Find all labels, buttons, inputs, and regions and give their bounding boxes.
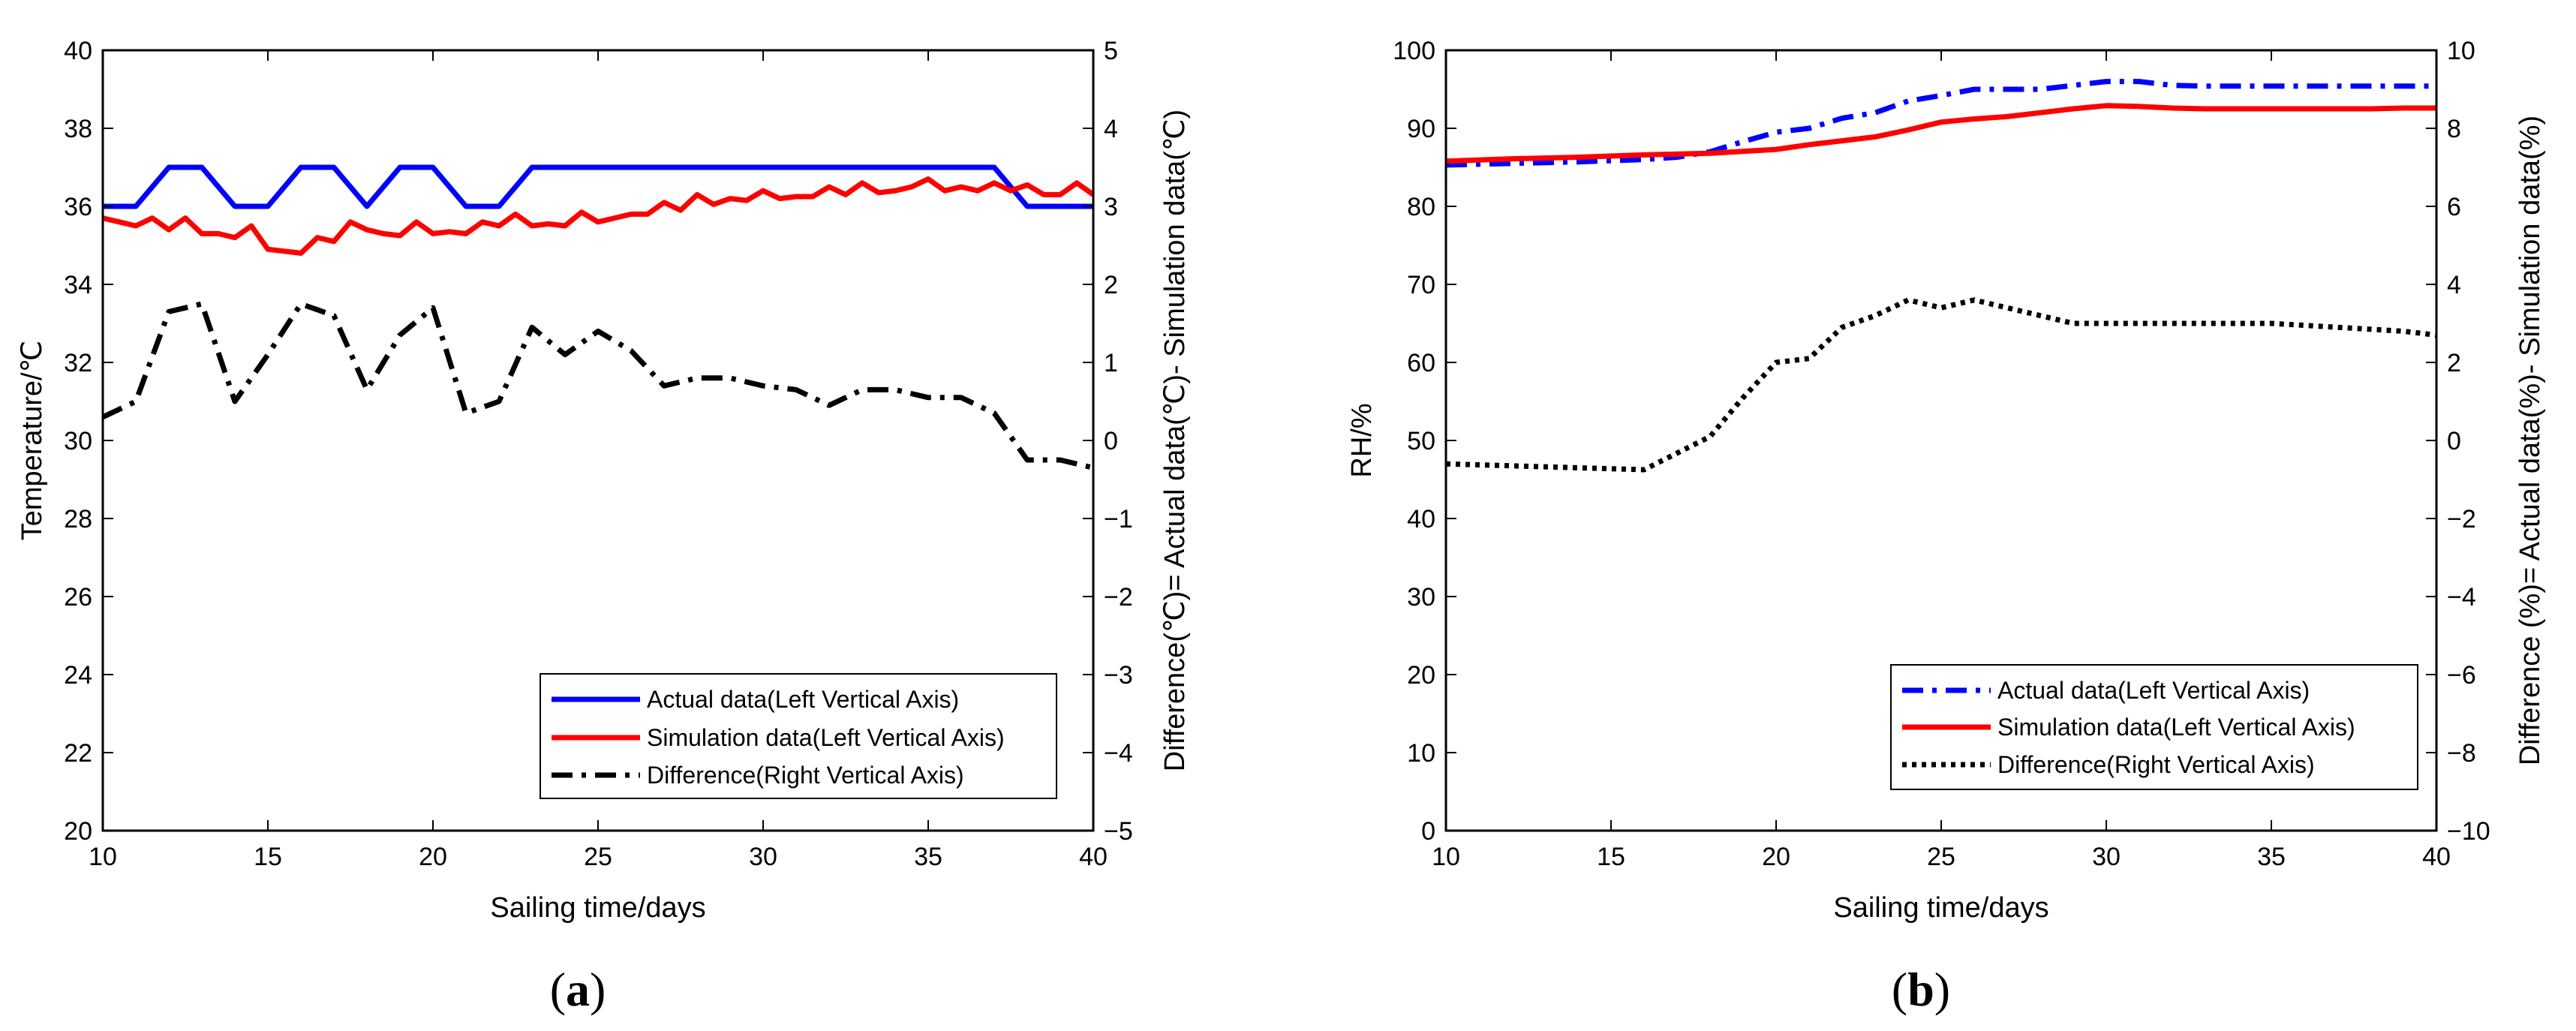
- legend-label-simulation: Simulation data(Left Vertical Axis): [1997, 714, 2355, 741]
- x-tick-label: 20: [1762, 843, 1790, 871]
- y2-tick-label: 4: [2447, 271, 2461, 299]
- chart-panel-b: 10 15 20 25 30 35 400102030405060708090100−10−…: [1346, 37, 2546, 1016]
- y-tick-label: 34: [64, 271, 92, 299]
- x-tick-label: 35: [914, 843, 942, 871]
- chart-panel-a: 10 15 20 25 30 35 402022242628303234363840−5−4…: [17, 37, 1191, 1016]
- y2-tick-label: −4: [1104, 739, 1133, 768]
- y2-tick-label: 5: [1104, 37, 1118, 65]
- y-tick-label: 28: [64, 505, 92, 534]
- legend-label-actual: Actual data(Left Vertical Axis): [1997, 677, 2310, 704]
- y-axis-label: Temperature/℃: [17, 341, 48, 541]
- y-tick-label: 30: [64, 427, 92, 455]
- y2-tick-label: −4: [2447, 583, 2476, 612]
- y-tick-label: 20: [64, 817, 92, 846]
- y2-axis-label: Difference(℃)= Actual data(℃)- Simulatio…: [1159, 110, 1191, 771]
- y-tick-label: 36: [64, 193, 92, 221]
- y2-tick-label: −5: [1104, 817, 1133, 846]
- y2-tick-label: −10: [2447, 817, 2490, 846]
- series-line-1: [103, 164, 1093, 209]
- y2-tick-label: −2: [1104, 583, 1133, 612]
- x-tick-label: 10: [89, 843, 117, 871]
- y-tick-label: 80: [1407, 193, 1435, 221]
- y2-tick-label: 2: [2447, 349, 2461, 377]
- legend-label-actual: Actual data(Left Vertical Axis): [647, 686, 959, 713]
- y2-tick-label: 3: [1104, 193, 1118, 221]
- x-axis-label: Sailing time/days: [490, 892, 705, 924]
- y-tick-label: 24: [64, 661, 92, 690]
- legend: Actual data(Left Vertical Axis) Simulati…: [1890, 664, 2418, 790]
- y-tick-label: 26: [64, 583, 92, 612]
- series-line-2: [102, 176, 1096, 256]
- y-tick-label: 22: [64, 739, 92, 768]
- y2-tick-label: −3: [1104, 661, 1133, 690]
- subfigure-label-a: (a): [550, 963, 606, 1016]
- y2-tick-label: 0: [1104, 427, 1118, 455]
- y2-tick-label: −8: [2447, 739, 2476, 768]
- y-tick-label: 32: [64, 349, 92, 377]
- y2-tick-label: −2: [2447, 505, 2476, 534]
- legend-label-difference: Difference(Right Vertical Axis): [1997, 751, 2315, 778]
- y-tick-label: 40: [64, 37, 92, 65]
- y-tick-label: 10: [1407, 739, 1435, 768]
- y2-tick-label: 0: [2447, 427, 2461, 455]
- x-tick-label: 15: [1597, 843, 1625, 871]
- y-tick-label: 70: [1407, 271, 1435, 299]
- series-line-2: [1445, 103, 2436, 164]
- subfigure-label-b: (b): [1892, 963, 1950, 1016]
- y-tick-label: 40: [1407, 505, 1435, 534]
- y2-tick-label: 2: [1104, 271, 1118, 299]
- y-tick-label: 38: [64, 115, 92, 143]
- x-axis-label: Sailing time/days: [1833, 892, 2048, 924]
- y-tick-label: 20: [1407, 661, 1435, 690]
- y-tick-label: 0: [1421, 817, 1435, 846]
- y-axis-label: RH/%: [1346, 403, 1378, 477]
- legend-label-simulation: Simulation data(Left Vertical Axis): [647, 724, 1005, 751]
- y-tick-label: 100: [1393, 37, 1435, 65]
- x-tick-label: 30: [749, 843, 777, 871]
- legend: Actual data(Left Vertical Axis) Simulati…: [540, 673, 1057, 799]
- series-line-3: [101, 301, 1094, 470]
- legend-label-difference: Difference(Right Vertical Axis): [647, 762, 964, 789]
- y-tick-label: 30: [1407, 583, 1435, 612]
- x-tick-label: 15: [254, 843, 282, 871]
- y-tick-label: 50: [1407, 427, 1435, 455]
- y2-tick-label: 4: [1104, 115, 1118, 143]
- y2-tick-label: −6: [2447, 661, 2476, 690]
- y2-tick-label: −1: [1104, 505, 1133, 534]
- y2-tick-label: 6: [2447, 193, 2461, 221]
- y-tick-label: 90: [1407, 115, 1435, 143]
- x-tick-label: 20: [419, 843, 447, 871]
- x-tick-label: 40: [2422, 843, 2451, 871]
- x-tick-label: 10: [1432, 843, 1460, 871]
- x-tick-label: 40: [1079, 843, 1108, 871]
- y-tick-label: 60: [1407, 349, 1435, 377]
- x-tick-label: 35: [2257, 843, 2286, 871]
- x-tick-label: 30: [2092, 843, 2121, 871]
- y2-tick-label: 1: [1104, 349, 1118, 377]
- x-tick-label: 25: [1927, 843, 1955, 871]
- y2-axis-label: Difference (%)= Actual data(%)- Simulati…: [2514, 116, 2546, 765]
- y2-tick-label: 10: [2447, 37, 2475, 65]
- series-line-3: [1445, 297, 2437, 473]
- y2-tick-label: 8: [2447, 115, 2461, 143]
- x-tick-label: 25: [584, 843, 612, 871]
